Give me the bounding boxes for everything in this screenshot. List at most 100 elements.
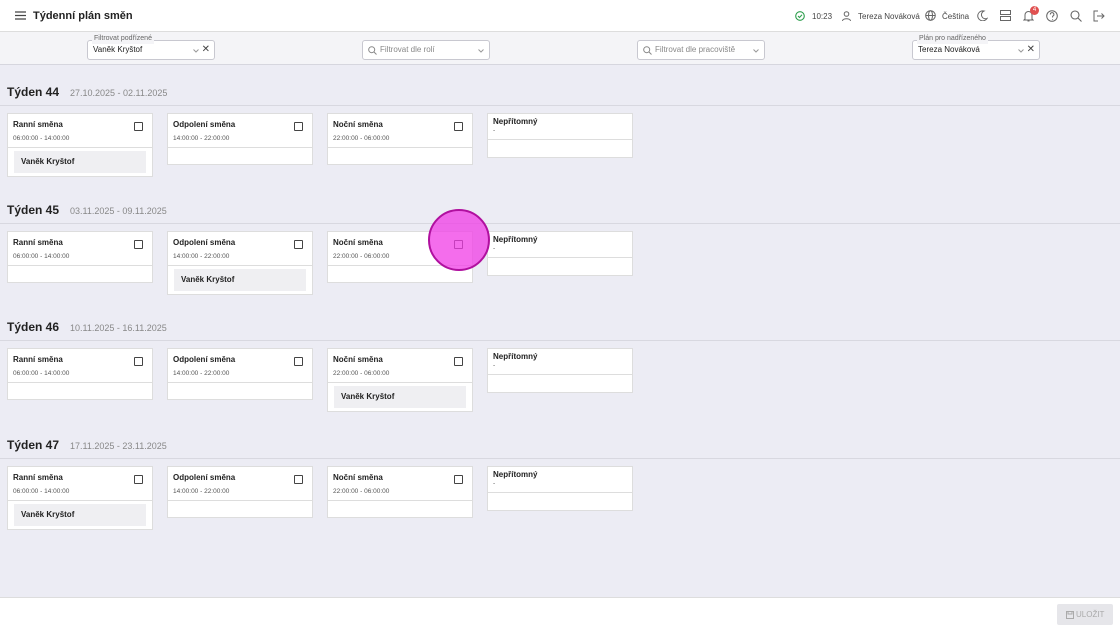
- divider: [0, 105, 1120, 106]
- filter-label: Filtrovat podřízené: [92, 34, 154, 44]
- menu-icon[interactable]: [15, 11, 26, 20]
- shift-name: Odpolení směna: [173, 120, 236, 129]
- absent-value: -: [493, 362, 496, 369]
- checkbox[interactable]: [454, 474, 463, 484]
- shift-card: Odpolení směna 14:00:00 - 22:00:00: [167, 113, 313, 165]
- logout-icon[interactable]: [1093, 10, 1105, 22]
- shift-card: Ranní směna 06:00:00 - 14:00:00 Vaněk Kryš…: [7, 465, 153, 530]
- absent-card: Nepřítomný -: [487, 230, 633, 276]
- shift-header: Ranní směna 06:00:00 - 14:00:00: [8, 232, 152, 266]
- checkbox[interactable]: [134, 239, 143, 249]
- shift-name: Ranní směna: [13, 472, 63, 482]
- filter-bar: Filtrovat podřízené Vaněk Kryštof ✕ Filtrov…: [0, 32, 1120, 65]
- checkbox[interactable]: [294, 474, 303, 484]
- layout-icon[interactable]: [1000, 10, 1011, 21]
- shift-card: Ranní směna 06:00:00 - 14:00:00: [7, 230, 153, 283]
- absent-name: Nepřítomný: [493, 352, 538, 361]
- filter-input[interactable]: Filtrovat dle pracoviště: [637, 40, 765, 60]
- checkbox[interactable]: [294, 357, 303, 366]
- shift-time: 06:00:00 - 14:00:00: [13, 135, 70, 142]
- week-section: Týden 46 10.11.2025 - 16.11.2025 Ranní smě…: [0, 315, 1120, 433]
- shift-card: Noční směna 22:00:00 - 06:00:00: [327, 113, 473, 165]
- divider: [0, 222, 1120, 224]
- shift-header: Noční směna 22:00:00 - 06:00:00: [328, 349, 472, 383]
- absent-value: -: [493, 479, 496, 487]
- filter-input[interactable]: Plán pro nadřízeného Tereza Nováková ✕: [912, 34, 1040, 60]
- filter-value: Tereza Nováková: [918, 45, 980, 54]
- filter-input[interactable]: Filtrovat dle rolí: [362, 40, 490, 60]
- save-button[interactable]: ULOŽIT: [1057, 604, 1113, 625]
- clear-icon[interactable]: ✕: [1026, 44, 1035, 55]
- shift-card: Odpolení směna 14:00:00 - 22:00:00 Vaněk K…: [167, 230, 313, 295]
- week-title: Týden 47: [7, 437, 60, 452]
- clock: 10:23: [812, 12, 833, 21]
- save-icon: [1066, 611, 1074, 619]
- dropdown-arrow[interactable]: [753, 49, 759, 53]
- shift-time: 14:00:00 - 22:00:00: [173, 370, 230, 377]
- absent-value: -: [493, 244, 496, 252]
- week-section: Týden 47 17.11.2025 - 23.11.2025 Ranní smě…: [0, 433, 1120, 551]
- shift-name: Noční směna: [333, 355, 383, 364]
- absent-header: Nepřítomný -: [488, 232, 632, 258]
- empty-slot: [488, 258, 632, 275]
- shift-name: Noční směna: [333, 120, 383, 129]
- clear-icon[interactable]: ✕: [201, 44, 210, 55]
- absent-name: Nepřítomný: [493, 234, 538, 244]
- week-range: 10.11.2025 - 16.11.2025: [70, 323, 167, 333]
- shift-time: 14:00:00 - 22:00:00: [173, 252, 230, 260]
- search-icon[interactable]: [1070, 10, 1082, 22]
- shift-card: Odpolení směna 14:00:00 - 22:00:00: [167, 348, 313, 400]
- absent-header: Nepřítomný -: [488, 349, 632, 375]
- shift-header: Odpolení směna 14:00:00 - 22:00:00: [168, 232, 312, 266]
- shift-name: Ranní směna: [13, 355, 63, 364]
- filter-value: Vaněk Kryštof: [93, 45, 143, 54]
- week-section: Týden 44 27.10.2025 - 02.11.2025 Ranní smě…: [0, 80, 1120, 198]
- search-icon: [368, 46, 377, 55]
- checkbox[interactable]: [294, 239, 303, 249]
- checkbox[interactable]: [134, 357, 143, 366]
- shift-header: Odpolení směna 14:00:00 - 22:00:00: [168, 114, 312, 148]
- globe-icon: [925, 10, 936, 21]
- dropdown-arrow[interactable]: [1018, 49, 1024, 53]
- shift-name: Odpolení směna: [173, 237, 236, 247]
- shift-time: 06:00:00 - 14:00:00: [13, 370, 70, 377]
- week-range: 17.11.2025 - 23.11.2025: [70, 440, 167, 451]
- search-icon: [643, 46, 652, 55]
- user-name[interactable]: Tereza Nováková: [858, 12, 920, 21]
- employee: Vaněk Kryštof: [14, 503, 146, 526]
- absent-card: Nepřítomný -: [487, 348, 633, 393]
- language[interactable]: Čeština: [942, 12, 970, 21]
- checkbox[interactable]: [294, 122, 303, 131]
- shift-header: Noční směna 22:00:00 - 06:00:00: [328, 114, 472, 148]
- dropdown-arrow[interactable]: [193, 49, 199, 53]
- absent-name: Nepřítomný: [493, 469, 538, 479]
- week-range: 27.10.2025 - 02.11.2025: [70, 88, 168, 98]
- shift-header: Ranní směna 06:00:00 - 14:00:00: [8, 114, 152, 148]
- dropdown-arrow[interactable]: [478, 49, 484, 53]
- help-icon[interactable]: [1046, 10, 1058, 22]
- empty-slot: [8, 383, 152, 399]
- shift-name: Noční směna: [333, 472, 383, 482]
- shift-name: Ranní směna: [13, 120, 63, 129]
- filter-label: Plán pro nadřízeného: [917, 34, 988, 44]
- absent-header: Nepřítomný -: [488, 467, 632, 493]
- checkbox[interactable]: [134, 122, 143, 131]
- theme-icon[interactable]: [977, 10, 988, 21]
- page-title: Týdenní plán směn: [33, 10, 133, 22]
- checkbox[interactable]: [454, 122, 463, 131]
- employee: Vaněk Kryštof: [174, 268, 306, 291]
- absent-name: Nepřítomný: [493, 117, 538, 126]
- shift-header: Noční směna 22:00:00 - 06:00:00: [328, 467, 472, 501]
- checkbox[interactable]: [134, 474, 143, 484]
- divider: [0, 457, 1120, 459]
- shift-time: 22:00:00 - 06:00:00: [333, 135, 390, 142]
- empty-slot: [8, 266, 152, 282]
- checkbox[interactable]: [454, 357, 463, 366]
- filter-input[interactable]: Filtrovat podřízené Vaněk Kryštof ✕: [87, 34, 215, 60]
- empty-slot: [168, 148, 312, 164]
- shift-card: Ranní směna 06:00:00 - 14:00:00 Vaněk Kryš…: [7, 113, 153, 177]
- shift-time: 22:00:00 - 06:00:00: [333, 487, 390, 495]
- shift-time: 22:00:00 - 06:00:00: [333, 370, 390, 377]
- week-title: Týden 44: [7, 85, 60, 99]
